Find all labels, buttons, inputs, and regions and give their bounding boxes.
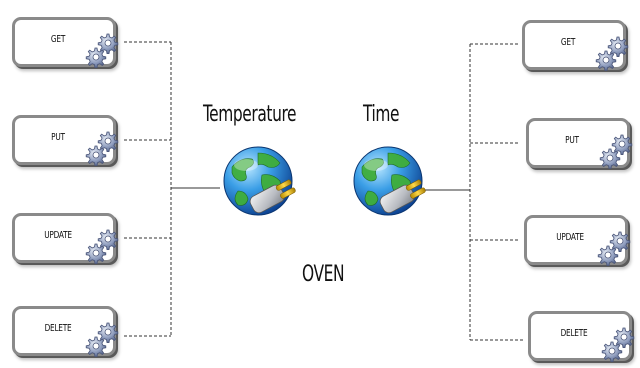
globe-plug-icon bbox=[348, 145, 428, 241]
right-op-get-label: GET bbox=[560, 37, 576, 48]
left-op-put-label: PUT bbox=[51, 132, 65, 143]
left-op-delete: DELETE bbox=[12, 306, 116, 356]
left-op-update: UPDATE bbox=[12, 213, 116, 263]
gears-icon bbox=[595, 228, 635, 268]
left-op-put: PUT bbox=[12, 115, 116, 165]
left-op-update-label: UPDATE bbox=[44, 230, 72, 241]
gears-icon bbox=[83, 226, 123, 266]
right-op-update: UPDATE bbox=[524, 215, 628, 265]
gears-icon bbox=[597, 131, 637, 171]
gears-icon bbox=[83, 319, 123, 359]
right-op-get: GET bbox=[522, 20, 626, 70]
right-op-update-label: UPDATE bbox=[556, 232, 584, 243]
right-op-delete: DELETE bbox=[528, 311, 632, 361]
left-op-get: GET bbox=[12, 17, 116, 67]
left-op-get-label: GET bbox=[50, 34, 66, 45]
right-op-put-label: PUT bbox=[565, 135, 579, 146]
left-service-label: Temperature bbox=[203, 102, 297, 127]
right-op-put: PUT bbox=[526, 118, 630, 168]
right-op-delete-label: DELETE bbox=[560, 328, 588, 339]
gears-icon bbox=[593, 33, 633, 73]
device-label: OVEN bbox=[302, 262, 345, 287]
gears-icon bbox=[83, 128, 123, 168]
left-op-delete-label: DELETE bbox=[44, 323, 72, 334]
right-service-label: Time bbox=[363, 102, 400, 127]
gears-icon bbox=[599, 324, 639, 364]
gears-icon bbox=[83, 30, 123, 70]
globe-plug-icon bbox=[218, 145, 298, 241]
